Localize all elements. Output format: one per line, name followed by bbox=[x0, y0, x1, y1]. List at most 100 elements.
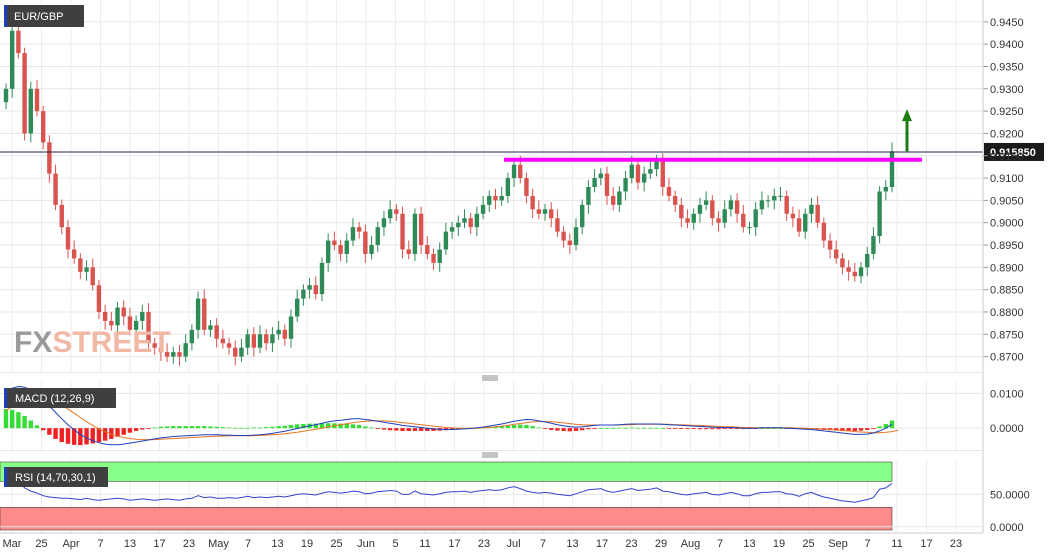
rsi-tick-label: 50.0000 bbox=[990, 489, 1030, 501]
candle bbox=[257, 325, 263, 354]
time-tick-label: 5 bbox=[392, 538, 398, 550]
macd-histogram-bar bbox=[573, 428, 579, 431]
candle-body bbox=[499, 195, 504, 201]
macd-histogram-bar bbox=[400, 428, 405, 431]
candle-body bbox=[226, 343, 232, 348]
time-tick-label: Jun bbox=[357, 538, 375, 550]
time-tick-label: 23 bbox=[478, 538, 490, 550]
candle-body bbox=[195, 298, 201, 330]
candle-body bbox=[319, 262, 325, 295]
candle bbox=[183, 334, 188, 362]
macd-histogram-bar bbox=[654, 427, 659, 429]
time-tick-label: 23 bbox=[183, 538, 195, 550]
candle bbox=[666, 178, 672, 202]
macd-histogram-bar bbox=[301, 423, 306, 429]
macd-histogram-bar bbox=[635, 427, 641, 429]
candle bbox=[152, 337, 157, 355]
macd-histogram-bar bbox=[90, 428, 95, 444]
candle-body bbox=[96, 285, 102, 312]
price-tick-label: 0.9050 bbox=[990, 195, 1024, 207]
candle bbox=[685, 209, 690, 229]
macd-histogram-bar bbox=[47, 428, 52, 435]
candle bbox=[834, 240, 839, 264]
candle bbox=[202, 289, 207, 336]
macd-histogram-bar bbox=[759, 428, 765, 429]
macd-histogram-bar bbox=[406, 428, 411, 431]
candle-body bbox=[356, 227, 362, 232]
candle-body bbox=[443, 231, 449, 250]
candle-body bbox=[71, 249, 77, 259]
candle bbox=[425, 236, 430, 260]
macd-histogram-bar bbox=[257, 427, 263, 429]
time-tick-label: 25 bbox=[330, 538, 342, 550]
candle bbox=[53, 164, 58, 211]
candle-body bbox=[685, 218, 690, 223]
candle-body bbox=[375, 227, 380, 246]
macd-histogram-bar bbox=[666, 428, 672, 429]
candle-body bbox=[301, 289, 306, 299]
macd-grid bbox=[0, 392, 983, 429]
time-tick-label: 23 bbox=[625, 538, 637, 550]
candle-body bbox=[381, 218, 387, 228]
candle bbox=[592, 169, 597, 193]
macd-histogram-bar bbox=[40, 428, 46, 431]
candle bbox=[109, 311, 114, 331]
candle bbox=[796, 209, 802, 237]
candle bbox=[573, 218, 579, 251]
macd-histogram-bar bbox=[189, 426, 195, 429]
candle bbox=[431, 248, 436, 271]
macd-histogram-bar bbox=[710, 428, 715, 430]
macd-histogram-bar bbox=[765, 428, 771, 429]
current-price-tag: 0.915850 bbox=[990, 147, 1036, 159]
candle-body bbox=[158, 347, 164, 353]
candle-body bbox=[610, 195, 616, 205]
price-tick-label: 0.9100 bbox=[990, 173, 1024, 185]
candle-body bbox=[28, 88, 33, 134]
macd-histogram-bar bbox=[270, 426, 275, 429]
time-tick-label: 29 bbox=[655, 538, 667, 550]
candle-body bbox=[549, 209, 554, 219]
macd-histogram-bar bbox=[350, 424, 356, 429]
rsi-title: RSI (14,70,30,1) bbox=[15, 472, 96, 484]
candle bbox=[493, 188, 498, 210]
candle-body bbox=[747, 227, 752, 229]
candle-body bbox=[152, 343, 157, 348]
candle bbox=[418, 206, 424, 254]
candle bbox=[47, 135, 52, 183]
chart-title: EUR/GBP bbox=[14, 11, 64, 23]
macd-histogram-bar bbox=[22, 416, 27, 429]
resize-handle-2[interactable] bbox=[0, 451, 983, 460]
price-panel bbox=[0, 0, 983, 373]
watermark-suffix: STREET bbox=[52, 326, 170, 359]
macd-histogram-bar bbox=[65, 428, 71, 444]
macd-histogram-bar bbox=[325, 423, 331, 429]
candle bbox=[852, 262, 858, 282]
candle-body bbox=[765, 200, 771, 202]
candle bbox=[288, 309, 294, 348]
macd-histogram-bar bbox=[858, 428, 864, 431]
candle-body bbox=[412, 213, 418, 254]
candle bbox=[71, 240, 77, 264]
candle-body bbox=[772, 195, 777, 201]
macd-histogram-bar bbox=[239, 427, 244, 429]
candle-body bbox=[834, 249, 839, 259]
macd-histogram-bar bbox=[356, 425, 362, 429]
candle-body bbox=[245, 334, 250, 348]
price-tick-label: 0.8750 bbox=[990, 329, 1024, 341]
candle-body bbox=[877, 191, 882, 237]
candle-body bbox=[536, 209, 542, 214]
macd-histogram-bar bbox=[561, 428, 566, 431]
price-tick-label: 0.9400 bbox=[990, 39, 1024, 51]
time-tick-label: 25 bbox=[35, 538, 47, 550]
candle bbox=[270, 327, 275, 353]
candle bbox=[307, 278, 312, 299]
macd-histogram-bar bbox=[542, 428, 548, 429]
candle bbox=[858, 261, 864, 284]
macd-histogram-bar bbox=[344, 423, 349, 429]
resize-handle-1[interactable] bbox=[0, 373, 983, 382]
candle-body bbox=[9, 30, 15, 89]
candle bbox=[78, 253, 83, 279]
candle bbox=[226, 337, 232, 355]
rsi-oversold-zone bbox=[0, 507, 893, 531]
macd-histogram-bar bbox=[102, 428, 108, 441]
